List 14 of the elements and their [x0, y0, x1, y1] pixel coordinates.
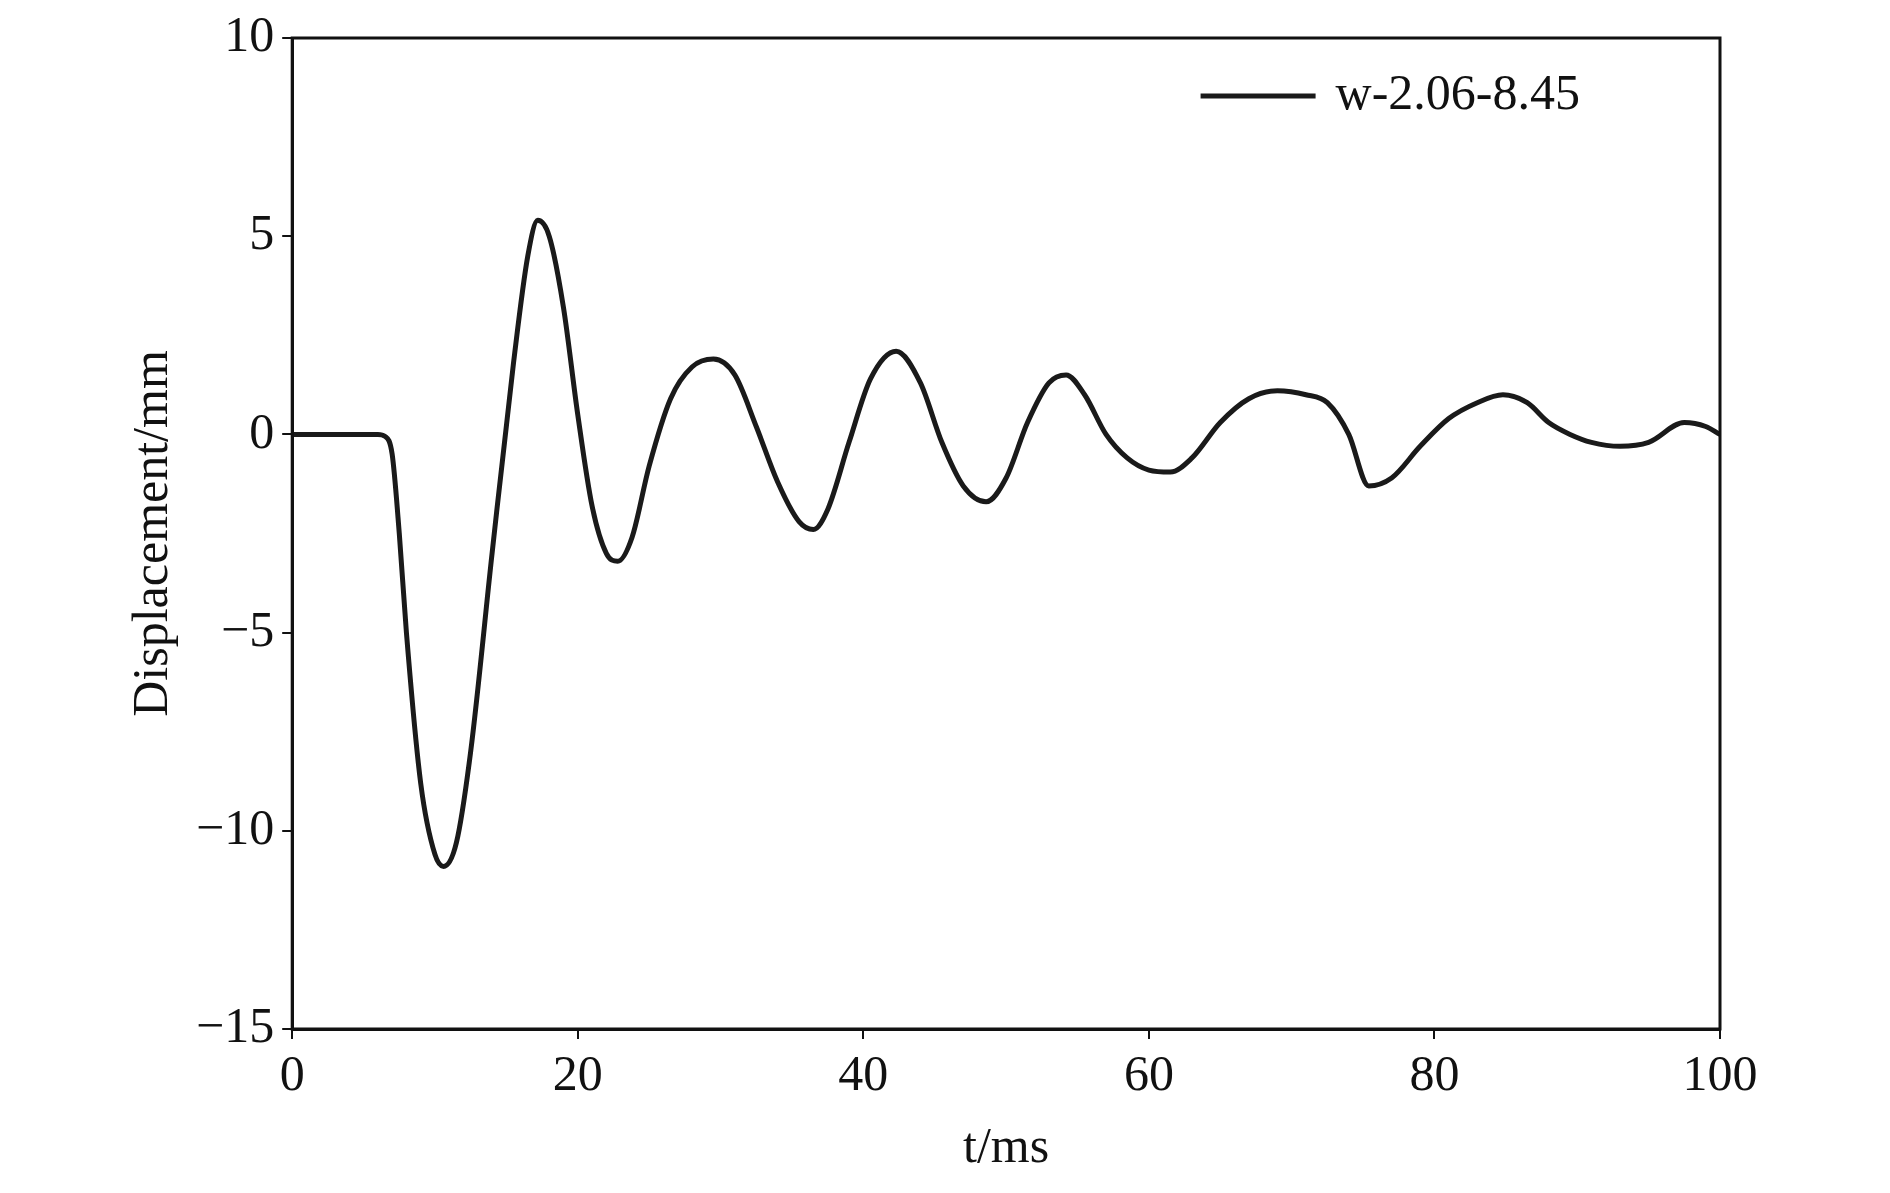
y-tick-label: −5: [221, 600, 275, 657]
y-tick-label: 5: [249, 204, 275, 261]
x-tick-label: 60: [1123, 1045, 1174, 1102]
x-tick-label: 40: [838, 1045, 889, 1102]
legend-label: w-2.06-8.45: [1335, 64, 1581, 121]
y-tick-label: −15: [196, 997, 275, 1054]
y-axis-title: Displacement/mm: [122, 350, 179, 717]
x-tick-label: 20: [552, 1045, 603, 1102]
y-tick-label: 0: [249, 402, 275, 459]
x-tick-label: 100: [1682, 1045, 1758, 1102]
x-tick-label: 80: [1409, 1045, 1460, 1102]
x-axis-title: t/ms: [963, 1117, 1050, 1174]
y-tick-label: −10: [196, 798, 275, 855]
y-tick-label: 10: [224, 6, 275, 63]
